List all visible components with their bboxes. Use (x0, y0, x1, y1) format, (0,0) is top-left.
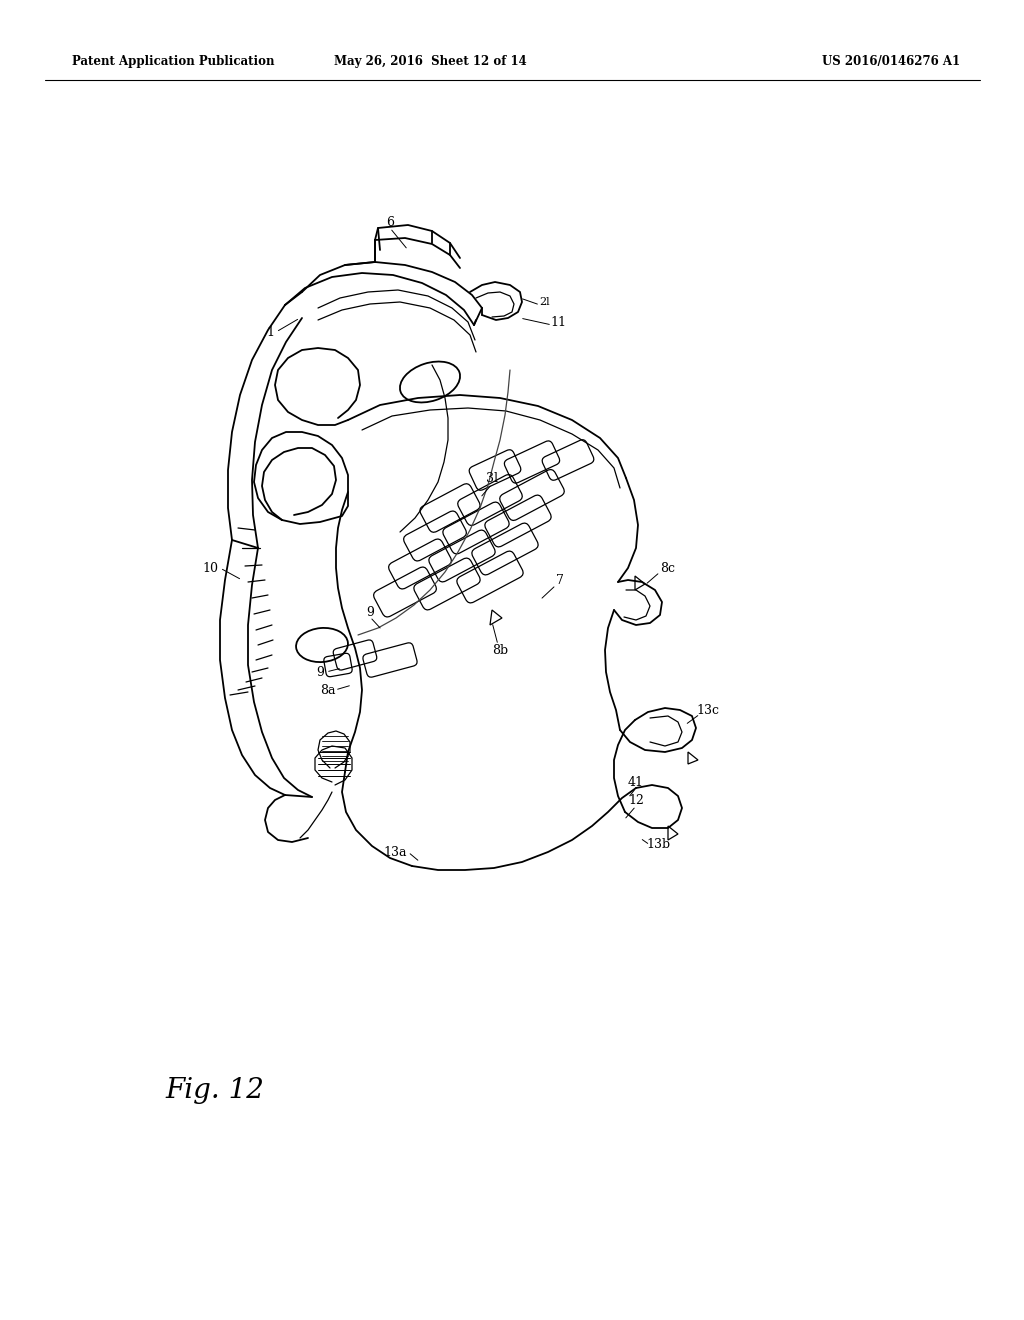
Text: 11: 11 (550, 315, 566, 329)
Text: 9: 9 (316, 665, 324, 678)
Text: Fig. 12: Fig. 12 (165, 1077, 264, 1104)
Text: 41: 41 (628, 776, 644, 788)
Text: US 2016/0146276 A1: US 2016/0146276 A1 (822, 55, 961, 69)
Text: 10: 10 (202, 561, 218, 574)
Text: Patent Application Publication: Patent Application Publication (72, 55, 274, 69)
Text: 8c: 8c (660, 561, 676, 574)
Text: 9: 9 (366, 606, 374, 619)
Text: 7: 7 (556, 573, 564, 586)
Text: 2l: 2l (540, 297, 550, 308)
Text: 3l: 3l (486, 471, 498, 484)
Text: 8a: 8a (321, 684, 336, 697)
Text: May 26, 2016  Sheet 12 of 14: May 26, 2016 Sheet 12 of 14 (334, 55, 526, 69)
Text: 13b: 13b (646, 838, 670, 851)
Text: 8b: 8b (492, 644, 508, 656)
Text: 1: 1 (266, 326, 274, 338)
Text: 12: 12 (628, 793, 644, 807)
Text: 13a: 13a (383, 846, 407, 858)
Text: 13c: 13c (696, 704, 720, 717)
Text: 6: 6 (386, 215, 394, 228)
